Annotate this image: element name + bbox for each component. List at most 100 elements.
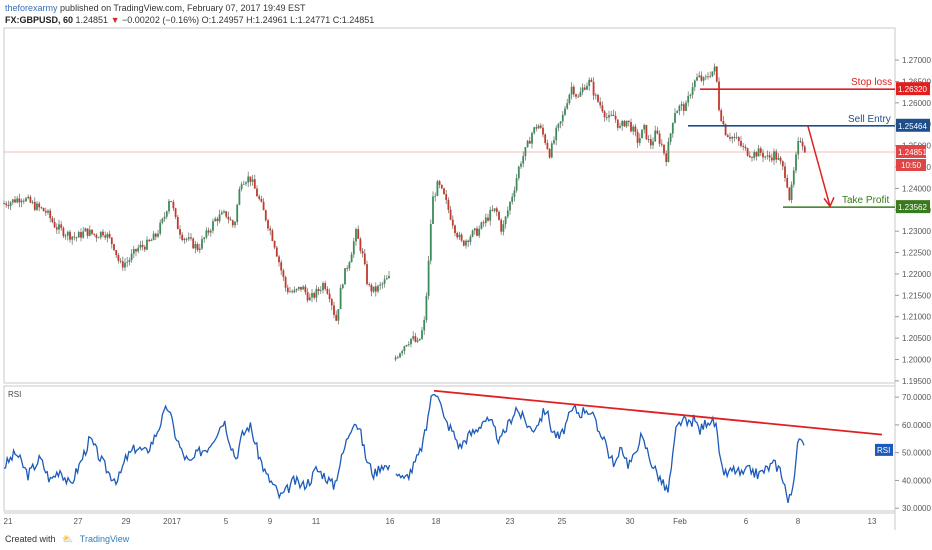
candle-body xyxy=(62,227,65,237)
candle-body xyxy=(770,157,773,161)
tradingview-logo-icon[interactable]: ⛅ xyxy=(62,534,74,544)
candle-body xyxy=(196,244,199,251)
candle-body xyxy=(163,216,166,219)
candle-body xyxy=(443,188,445,195)
rsi-value-box xyxy=(875,443,893,456)
candle-body xyxy=(619,125,621,128)
candle-body xyxy=(337,309,340,321)
candle-body xyxy=(55,227,58,230)
candle-body xyxy=(29,196,32,203)
price-tick-label: 1.24000 xyxy=(902,184,931,193)
candle-body xyxy=(458,234,461,238)
candle-body xyxy=(500,219,503,232)
candle-body xyxy=(253,179,256,189)
candle-body xyxy=(311,293,313,298)
candle-body xyxy=(520,163,522,167)
time-tick-label: 29 xyxy=(122,517,131,526)
candle-body xyxy=(594,94,597,96)
candle-body xyxy=(198,248,201,251)
candle-body xyxy=(731,137,734,139)
candle-body xyxy=(436,181,439,196)
candle-body xyxy=(649,139,652,146)
candle-body xyxy=(605,117,608,119)
candle-body xyxy=(713,66,716,72)
candle-body xyxy=(685,102,687,111)
candle-body xyxy=(751,157,753,159)
price-tick-label: 1.27000 xyxy=(902,56,931,65)
candle-body xyxy=(115,250,118,256)
candle-body xyxy=(674,113,676,123)
candle-body xyxy=(157,233,159,237)
candle-body xyxy=(777,157,780,160)
candle-body xyxy=(95,234,98,238)
candle-body xyxy=(663,144,665,154)
candle-body xyxy=(181,234,184,241)
candle-body xyxy=(256,188,258,197)
candle-body xyxy=(264,210,267,221)
candle-body xyxy=(31,201,34,203)
candle-body xyxy=(121,261,124,268)
candle-body xyxy=(99,231,102,238)
candle-body xyxy=(786,177,789,188)
candle-body xyxy=(775,151,778,160)
candle-body xyxy=(535,127,538,129)
candle-body xyxy=(172,201,175,209)
level-label-0: Stop loss xyxy=(851,77,892,88)
candle-body xyxy=(513,190,516,197)
time-tick-label: 27 xyxy=(74,517,83,526)
candle-body xyxy=(75,237,78,239)
candle-body xyxy=(297,286,300,289)
publish-date: published on TradingView.com, February 0… xyxy=(60,3,306,13)
candle-body xyxy=(630,122,632,132)
candle-body xyxy=(504,216,507,225)
candle-body xyxy=(394,357,397,360)
price-tick-label: 1.26000 xyxy=(902,99,931,108)
candle-body xyxy=(339,287,342,310)
candle-body xyxy=(803,146,806,153)
candle-body xyxy=(214,218,217,222)
candle-body xyxy=(559,121,562,124)
author-link[interactable]: theforexarmy xyxy=(5,3,58,13)
symbol-label[interactable]: FX:GBPUSD, 60 xyxy=(5,15,74,25)
candle-body xyxy=(231,220,234,226)
projection-arrow-line xyxy=(807,126,831,207)
candle-body xyxy=(612,114,615,117)
candle-body xyxy=(729,136,731,139)
candle-body xyxy=(341,284,344,288)
candle-body xyxy=(693,80,696,88)
candle-body xyxy=(586,85,588,90)
ohlc-values: O:1.24957 H:1.24961 L:1.24771 C:1.24851 xyxy=(201,15,375,25)
candle-body xyxy=(799,140,802,142)
candle-body xyxy=(192,238,195,249)
candle-body xyxy=(434,195,437,197)
candle-body xyxy=(509,202,511,211)
candle-body xyxy=(315,288,318,298)
candle-body xyxy=(113,244,115,251)
candle-body xyxy=(740,141,742,146)
price-pane-frame xyxy=(3,27,896,384)
candle-body xyxy=(286,287,289,293)
candles-group xyxy=(3,63,806,362)
candle-body xyxy=(300,286,302,290)
time-tick-label: 18 xyxy=(432,517,441,526)
candle-body xyxy=(306,292,309,301)
candle-body xyxy=(687,95,690,103)
candle-body xyxy=(20,200,23,203)
candle-body xyxy=(313,293,316,298)
candle-body xyxy=(671,122,674,134)
rsi-line xyxy=(3,393,805,504)
price-tick-label: 1.20500 xyxy=(902,334,931,343)
tradingview-brand[interactable]: TradingView xyxy=(79,534,130,544)
candle-body xyxy=(726,135,729,137)
candle-body xyxy=(583,87,586,90)
candle-body xyxy=(25,198,27,202)
candle-body xyxy=(506,210,509,217)
candle-body xyxy=(423,319,426,331)
candle-body xyxy=(577,96,580,98)
candle-body xyxy=(22,200,25,202)
candle-body xyxy=(733,137,736,138)
candle-body xyxy=(238,189,241,205)
candle-body xyxy=(346,268,349,269)
candle-body xyxy=(410,338,412,345)
